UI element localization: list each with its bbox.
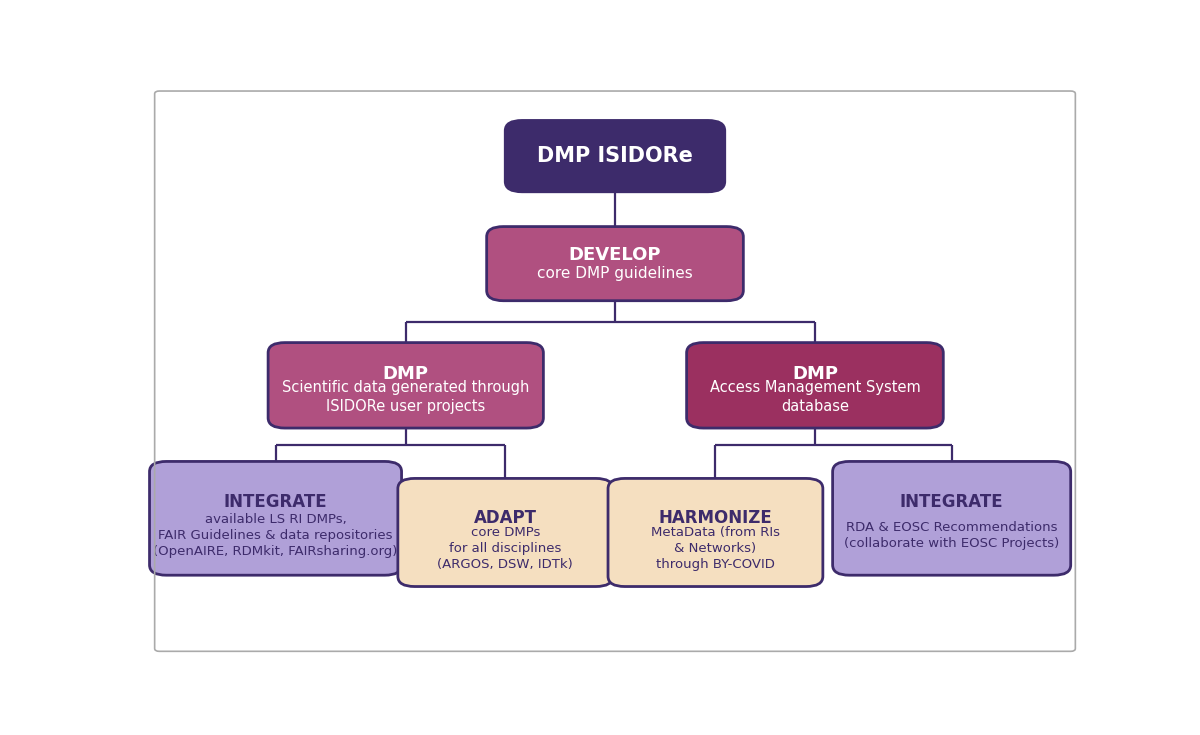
FancyBboxPatch shape: [833, 462, 1070, 576]
Text: INTEGRATE: INTEGRATE: [223, 493, 328, 512]
FancyBboxPatch shape: [686, 343, 943, 428]
Text: MetaData (from RIs
& Networks)
through BY-COVID: MetaData (from RIs & Networks) through B…: [650, 526, 780, 571]
Text: DEVELOP: DEVELOP: [569, 245, 661, 264]
FancyBboxPatch shape: [150, 462, 402, 576]
Text: ADAPT: ADAPT: [474, 509, 536, 526]
FancyBboxPatch shape: [487, 226, 743, 301]
Text: core DMPs
for all disciplines
(ARGOS, DSW, IDTk): core DMPs for all disciplines (ARGOS, DS…: [437, 526, 574, 571]
Text: RDA & EOSC Recommendations
(collaborate with EOSC Projects): RDA & EOSC Recommendations (collaborate …: [844, 520, 1060, 550]
Text: Access Management System
database: Access Management System database: [709, 380, 920, 414]
Text: DMP: DMP: [383, 365, 428, 383]
FancyBboxPatch shape: [608, 478, 823, 587]
Text: DMP: DMP: [792, 365, 838, 383]
FancyBboxPatch shape: [505, 121, 725, 192]
FancyBboxPatch shape: [398, 478, 613, 587]
Text: core DMP guidelines: core DMP guidelines: [538, 266, 692, 281]
FancyBboxPatch shape: [268, 343, 544, 428]
Text: Scientific data generated through
ISIDORe user projects: Scientific data generated through ISIDOR…: [282, 380, 529, 414]
Text: available LS RI DMPs,
FAIR Guidelines & data repositories
(OpenAIRE, RDMkit, FAI: available LS RI DMPs, FAIR Guidelines & …: [154, 512, 397, 558]
Text: INTEGRATE: INTEGRATE: [900, 493, 1003, 512]
Text: DMP ISIDORe: DMP ISIDORe: [538, 146, 692, 166]
Text: HARMONIZE: HARMONIZE: [659, 509, 773, 526]
